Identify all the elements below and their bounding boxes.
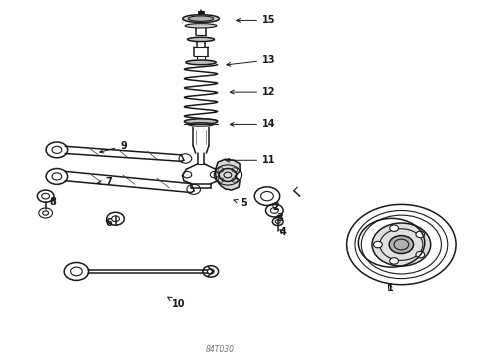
Ellipse shape [186,60,216,65]
Text: 6: 6 [106,218,113,228]
Circle shape [416,231,425,238]
Text: 5: 5 [234,198,247,208]
Text: 13: 13 [227,55,275,66]
Text: 7: 7 [98,177,113,187]
Circle shape [390,225,398,231]
Ellipse shape [188,16,214,21]
Polygon shape [216,159,240,190]
Ellipse shape [188,37,215,41]
Text: 4: 4 [279,227,286,237]
Text: 12: 12 [230,87,275,97]
Text: 14: 14 [230,120,275,129]
Text: 84T030: 84T030 [206,345,235,354]
Circle shape [373,241,382,248]
Ellipse shape [185,24,217,28]
Text: 11: 11 [226,155,275,165]
Circle shape [372,223,431,266]
Text: 2: 2 [272,202,279,212]
Ellipse shape [183,15,220,23]
Circle shape [389,235,414,253]
Text: 3: 3 [277,213,284,222]
Text: 9: 9 [100,141,127,153]
Circle shape [390,258,398,264]
Text: 15: 15 [237,15,275,26]
Text: 8: 8 [49,197,56,207]
Text: 1: 1 [387,283,393,293]
Ellipse shape [184,119,218,124]
Text: 10: 10 [168,297,185,309]
Circle shape [416,251,425,258]
